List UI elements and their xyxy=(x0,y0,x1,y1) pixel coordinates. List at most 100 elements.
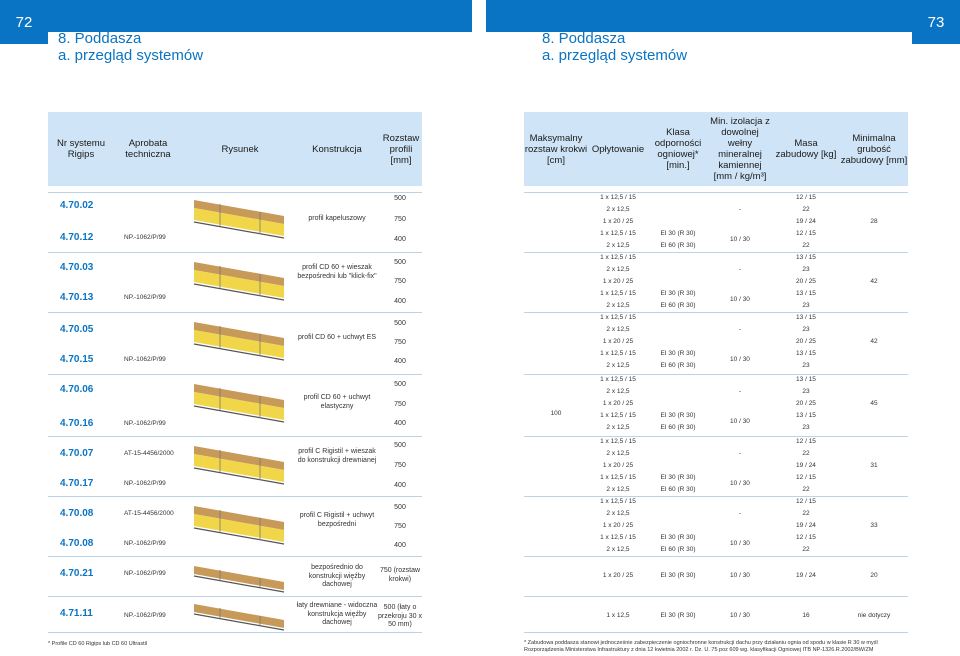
system-number: 4.70.05 xyxy=(60,324,94,335)
construction-text: profil kapeluszowy xyxy=(308,215,366,222)
construction-text: łaty drewniane - widoczna konstrukcja wi… xyxy=(296,602,378,626)
boarding-value: 2 x 12,5 xyxy=(606,206,630,213)
boarding-value: 1 x 20 / 25 xyxy=(602,522,634,529)
fire-class-value: EI 60 (R 30) xyxy=(660,424,696,431)
boarding-value: 1 x 12,5 / 15 xyxy=(600,350,636,357)
profile-spacing: 500 xyxy=(394,504,406,511)
system-cross-section-drawing xyxy=(193,604,285,631)
profile-spacing: 500 xyxy=(394,195,406,202)
system-number: 4.70.12 xyxy=(60,232,94,243)
mass-value: 19 / 24 xyxy=(796,218,816,225)
mass-value: 12 / 15 xyxy=(796,534,816,541)
mass-value: 19 / 24 xyxy=(796,522,816,529)
rafter-spacing-value: 100 xyxy=(550,410,562,417)
fire-class-value: - xyxy=(738,510,742,517)
mass-value: 12 / 15 xyxy=(796,498,816,505)
thickness-value: 31 xyxy=(870,462,878,469)
mass-value: 13 / 15 xyxy=(796,314,816,321)
insulation-value: 10 / 30 xyxy=(730,296,750,303)
boarding-value: 1 x 12,5 / 15 xyxy=(600,314,636,321)
footnote-right: * Zabudowa poddasza stanowi jednocześnie… xyxy=(524,640,878,653)
boarding-value: 1 x 12,5 xyxy=(606,612,630,619)
chapter-label: 8. Poddasza xyxy=(542,30,626,47)
mass-value: 20 / 25 xyxy=(796,338,816,345)
system-number: 4.70.17 xyxy=(60,478,94,489)
insulation-value: 10 / 30 xyxy=(730,236,750,243)
boarding-value: 2 x 12,5 xyxy=(606,486,630,493)
mass-value: 12 / 15 xyxy=(796,230,816,237)
construction-text: profil C Rigistil + wieszak do konstrukc… xyxy=(297,448,377,464)
profile-spacing: 750 xyxy=(394,216,406,223)
row-separator xyxy=(524,192,908,193)
thickness-value: 28 xyxy=(870,218,878,225)
profile-spacing: 750 xyxy=(394,401,406,408)
system-number: 4.70.08 xyxy=(60,508,94,519)
fire-class-value: - xyxy=(738,266,742,273)
top-band-right xyxy=(486,0,960,32)
mass-value: 13 / 15 xyxy=(796,376,816,383)
mass-value: 19 / 24 xyxy=(796,462,816,469)
profile-spacing: 400 xyxy=(394,236,406,243)
system-number: 4.70.03 xyxy=(60,262,94,273)
profile-spacing: 400 xyxy=(394,358,406,365)
header-system-number: Nr systemu Rigips xyxy=(56,138,106,160)
profile-spacing: 500 (łaty o przekroju 30 x 50 mm) xyxy=(378,604,422,628)
mass-value: 22 xyxy=(802,510,810,517)
boarding-value: 1 x 20 / 25 xyxy=(602,338,634,345)
row-separator xyxy=(48,436,422,437)
insulation-value: 10 / 30 xyxy=(730,540,750,547)
fire-class-value: - xyxy=(738,450,742,457)
boarding-value: 1 x 12,5 / 15 xyxy=(600,412,636,419)
profile-spacing: 400 xyxy=(394,482,406,489)
boarding-value: 1 x 12,5 / 15 xyxy=(600,194,636,201)
row-separator xyxy=(524,596,908,597)
system-number: 4.70.15 xyxy=(60,354,94,365)
boarding-value: 2 x 12,5 xyxy=(606,302,630,309)
fire-class-value: EI 30 (R 30) xyxy=(660,612,696,619)
boarding-value: 2 x 12,5 xyxy=(606,450,630,457)
header-construction: Konstrukcja xyxy=(312,143,362,155)
system-cross-section-drawing xyxy=(193,384,285,423)
fire-class-value: EI 30 (R 30) xyxy=(660,534,696,541)
profile-spacing: 500 xyxy=(394,320,406,327)
mass-value: 23 xyxy=(802,424,810,431)
header-rafter-spacing: Maksymalny rozstaw krokwi [cm] xyxy=(524,132,588,166)
mass-value: 13 / 15 xyxy=(796,350,816,357)
boarding-value: 1 x 12,5 / 15 xyxy=(600,498,636,505)
table-header-left xyxy=(48,112,422,186)
top-band-left xyxy=(0,0,472,32)
construction-text: profil CD 60 + uchwyt ES xyxy=(297,334,376,341)
boarding-value: 2 x 12,5 xyxy=(606,362,630,369)
boarding-value: 2 x 12,5 xyxy=(606,510,630,517)
header-thickness: Minimalna grubość zabudowy [mm] xyxy=(840,132,908,166)
insulation-value: 10 / 30 xyxy=(730,418,750,425)
chapter-label: 8. Poddasza xyxy=(58,30,142,47)
system-number: 4.71.11 xyxy=(60,608,93,619)
boarding-value: 2 x 12,5 xyxy=(606,388,630,395)
boarding-value: 2 x 12,5 xyxy=(606,424,630,431)
profile-spacing: 400 xyxy=(394,542,406,549)
profile-spacing: 750 (rozstaw krokwi) xyxy=(379,567,421,583)
boarding-value: 1 x 12,5 / 15 xyxy=(600,376,636,383)
approval-number: NP.-1062/P/99 xyxy=(124,540,166,547)
boarding-value: 1 x 20 / 25 xyxy=(602,572,634,579)
mass-value: 12 / 15 xyxy=(796,194,816,201)
boarding-value: 1 x 12,5 / 15 xyxy=(600,254,636,261)
mass-value: 22 xyxy=(802,242,810,249)
row-separator xyxy=(524,374,908,375)
system-number: 4.70.13 xyxy=(60,292,94,303)
thickness-value: nie dotyczy xyxy=(857,612,891,619)
boarding-value: 1 x 20 / 25 xyxy=(602,218,634,225)
profile-spacing: 750 xyxy=(394,339,406,346)
system-cross-section-drawing xyxy=(193,566,285,593)
fire-class-value: EI 30 (R 30) xyxy=(660,350,696,357)
header-mass: Masa zabudowy [kg] xyxy=(775,138,837,160)
profile-spacing: 500 xyxy=(394,442,406,449)
mass-value: 22 xyxy=(802,206,810,213)
row-separator xyxy=(48,596,422,597)
construction-text: bezpośrednio do konstrukcji więźby dacho… xyxy=(308,564,366,588)
mass-value: 13 / 15 xyxy=(796,290,816,297)
mass-value: 12 / 15 xyxy=(796,474,816,481)
fire-class-value: EI 30 (R 30) xyxy=(660,572,696,579)
insulation-value: 10 / 30 xyxy=(730,480,750,487)
